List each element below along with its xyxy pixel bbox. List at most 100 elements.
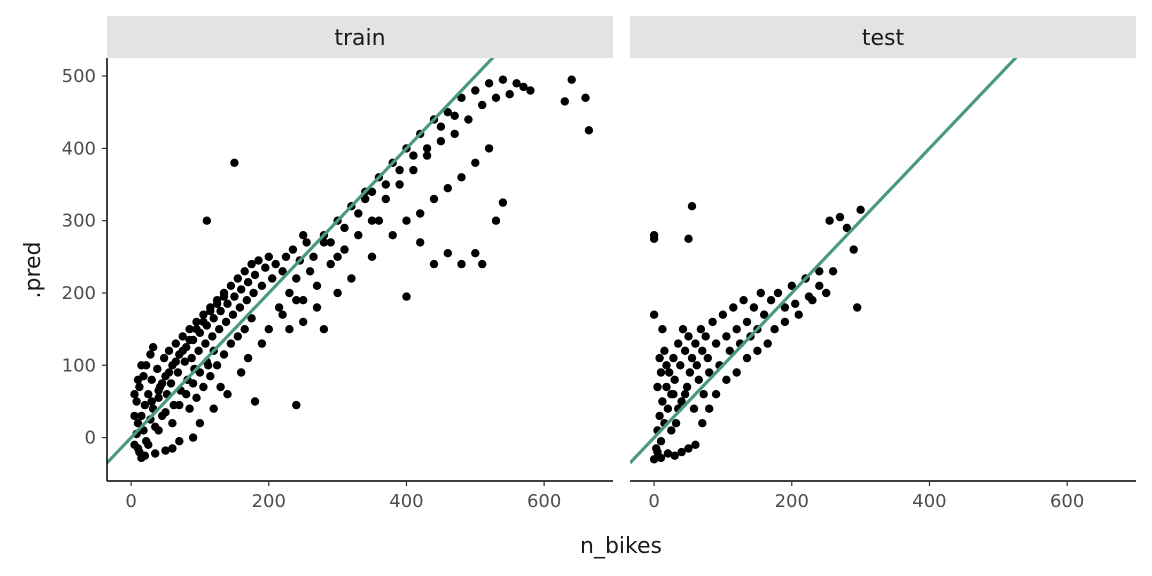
data-point: [708, 317, 717, 327]
points-test: [649, 202, 865, 464]
data-point: [326, 238, 335, 247]
data-point: [151, 449, 160, 458]
data-point: [271, 259, 280, 269]
data-point: [285, 288, 294, 298]
data-point: [519, 82, 528, 92]
facet-label-test: test: [862, 26, 905, 51]
data-point: [742, 353, 752, 363]
data-point: [658, 325, 667, 334]
data-point: [182, 390, 191, 399]
data-point: [457, 93, 466, 103]
data-point: [691, 339, 700, 348]
data-point: [240, 325, 249, 334]
data-point: [192, 317, 201, 327]
data-point: [361, 194, 370, 204]
data-point: [319, 325, 329, 334]
data-point: [691, 440, 700, 449]
data-point: [670, 451, 679, 460]
data-point: [144, 440, 153, 449]
data-point: [154, 393, 163, 402]
data-point: [264, 325, 273, 334]
facet-panel-test: test: [630, 16, 1136, 482]
data-point: [195, 419, 205, 428]
data-point: [157, 379, 167, 388]
data-point: [223, 299, 232, 308]
data-point: [381, 194, 390, 204]
data-point: [794, 310, 803, 319]
data-point: [388, 231, 397, 240]
y-tick-label: 100: [62, 355, 96, 376]
data-point: [662, 382, 671, 392]
data-point: [367, 216, 377, 225]
data-point: [687, 202, 697, 211]
data-point: [268, 274, 277, 283]
data-point: [491, 93, 501, 103]
data-point: [192, 325, 201, 334]
facet-label-train: train: [334, 26, 385, 51]
data-point: [305, 267, 315, 276]
data-point: [742, 317, 752, 327]
data-point: [219, 350, 229, 359]
data-point: [409, 151, 418, 160]
data-point: [274, 303, 284, 312]
data-point: [722, 375, 731, 384]
data-point: [281, 252, 291, 261]
data-point: [680, 390, 690, 399]
data-point: [471, 86, 480, 95]
data-point: [849, 245, 858, 254]
data-point: [133, 419, 143, 428]
data-point: [147, 397, 156, 406]
data-point: [773, 288, 783, 298]
data-point: [140, 400, 150, 410]
data-point: [512, 79, 521, 88]
data-point: [395, 180, 404, 189]
data-point: [209, 314, 218, 323]
data-point: [422, 151, 432, 160]
data-point: [254, 256, 263, 265]
data-point: [729, 303, 738, 312]
data-point: [815, 281, 824, 290]
data-point: [711, 339, 721, 348]
data-point: [168, 444, 177, 453]
data-point: [684, 444, 693, 453]
data-point: [171, 339, 180, 348]
data-point: [228, 310, 238, 319]
data-point: [154, 386, 163, 395]
data-point: [678, 325, 688, 334]
data-point: [180, 357, 189, 366]
data-point: [429, 194, 439, 204]
data-point: [677, 447, 686, 457]
data-point: [230, 158, 239, 167]
data-point: [656, 437, 666, 446]
data-point: [312, 281, 322, 290]
data-point: [478, 100, 487, 110]
data-point: [137, 411, 146, 421]
data-point: [395, 165, 404, 175]
identity-line-test: [630, 58, 1018, 465]
x-tick-label: 600: [1050, 491, 1084, 512]
data-point: [825, 216, 834, 225]
data-point: [188, 379, 198, 388]
data-point: [237, 368, 246, 377]
data-point: [665, 368, 674, 377]
data-point: [422, 144, 432, 153]
data-point: [257, 339, 267, 348]
data-point: [199, 310, 208, 319]
x-tick-label: 0: [648, 491, 659, 512]
data-point: [135, 382, 144, 392]
facet-strip-test: [630, 16, 1136, 58]
data-point: [436, 122, 446, 131]
data-point: [130, 411, 139, 421]
data-point: [195, 368, 205, 377]
data-point: [649, 455, 659, 464]
data-point: [815, 267, 824, 276]
data-point: [175, 400, 184, 410]
data-point: [175, 437, 184, 446]
data-point: [703, 353, 712, 363]
y-tick-label: 400: [62, 138, 96, 159]
data-point: [698, 419, 707, 428]
data-point: [760, 310, 769, 319]
data-point: [288, 245, 298, 254]
data-point: [233, 332, 242, 341]
data-point: [292, 296, 301, 305]
